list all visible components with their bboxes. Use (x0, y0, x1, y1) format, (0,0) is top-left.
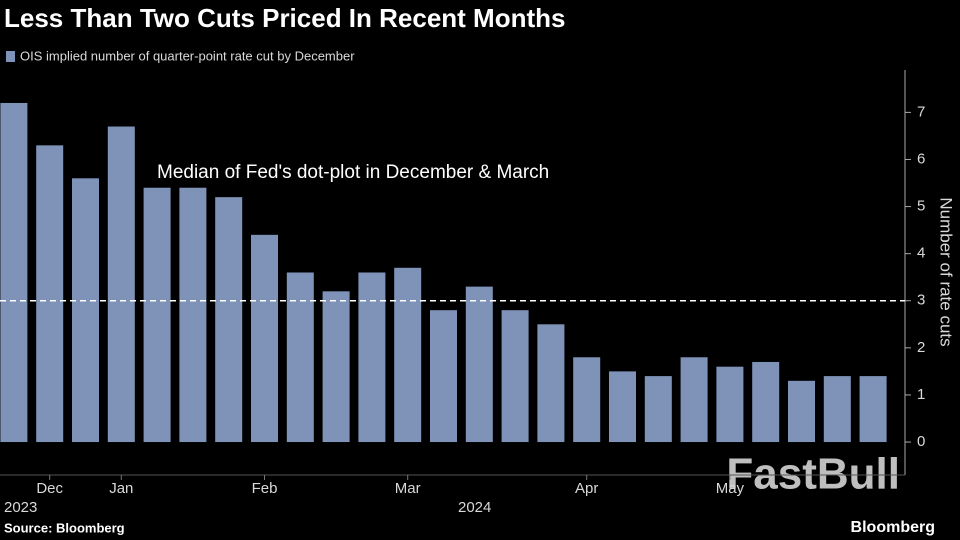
bar (107, 126, 135, 443)
bar (537, 324, 565, 443)
bar (573, 357, 601, 443)
bar (394, 267, 422, 443)
bar (644, 376, 672, 443)
bar (322, 291, 350, 443)
bar (788, 380, 815, 443)
y-tick-label: 4 (917, 245, 925, 262)
x-tick-label: Apr (575, 480, 598, 497)
bar (36, 145, 64, 443)
source: Source: Bloomberg (4, 520, 125, 535)
y-tick-label: 5 (917, 198, 925, 215)
bar (0, 102, 28, 443)
bar (823, 376, 851, 443)
bar (501, 310, 529, 443)
legend-label: OIS implied number of quarter-point rate… (20, 48, 355, 63)
y-tick-label: 3 (917, 292, 925, 309)
bar (72, 178, 99, 443)
bar (609, 371, 636, 443)
brand: Bloomberg (851, 519, 935, 536)
y-tick-label: 0 (917, 433, 925, 450)
y-tick-label: 2 (917, 339, 925, 356)
watermark: FastBull (726, 450, 900, 499)
bar (286, 272, 314, 443)
bar (859, 376, 887, 443)
bar (430, 310, 457, 443)
bar (716, 366, 744, 443)
bar (251, 234, 278, 443)
bar (752, 361, 780, 443)
year-label: 2024 (458, 499, 491, 516)
x-tick-label: Feb (252, 480, 278, 497)
y-axis-title: Number of rate cuts (937, 197, 956, 346)
x-tick-label: Dec (36, 480, 63, 497)
bar (215, 197, 243, 443)
reference-label: Median of Fed's dot-plot in December & M… (157, 162, 549, 183)
y-tick-label: 1 (917, 386, 925, 403)
x-tick-label: Mar (395, 480, 421, 497)
bar (179, 187, 207, 443)
x-tick-label: May (716, 480, 745, 497)
chart-title: Less Than Two Cuts Priced In Recent Mont… (4, 3, 565, 33)
bar (358, 272, 386, 443)
legend-swatch (6, 51, 15, 62)
year-label: 2023 (4, 499, 37, 516)
x-tick-label: Jan (109, 480, 133, 497)
y-tick-label: 6 (917, 150, 925, 167)
bar (143, 187, 171, 443)
bar (465, 286, 493, 443)
bar (680, 357, 708, 443)
y-tick-label: 7 (917, 103, 925, 120)
